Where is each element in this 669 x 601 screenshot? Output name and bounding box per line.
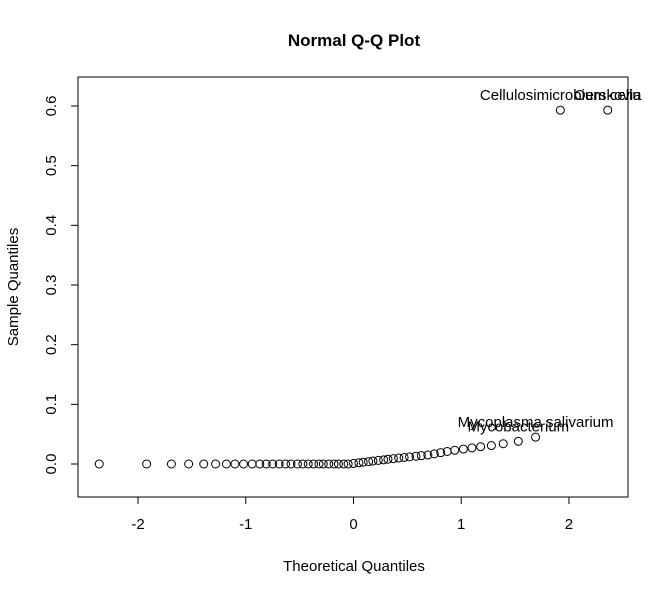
point: [239, 459, 249, 469]
point: [373, 455, 383, 465]
point-label: Cellulosimicrobium cellu: [480, 87, 641, 104]
point: [476, 442, 486, 452]
point: [255, 459, 265, 469]
point: [354, 458, 364, 468]
point: [314, 459, 324, 469]
point: [303, 459, 313, 469]
point: [184, 459, 194, 469]
point: [388, 454, 398, 464]
point: [324, 459, 334, 469]
point: [436, 448, 446, 458]
point: [458, 444, 468, 454]
point: [230, 459, 240, 469]
point-label: Mycoplasma salivarium: [458, 414, 614, 431]
point: [94, 459, 104, 469]
point: [399, 452, 409, 462]
point: [467, 443, 477, 453]
x-tick-label: 0: [349, 516, 357, 533]
point: [368, 456, 378, 466]
point: [364, 457, 374, 467]
y-tick-label: 0.0: [43, 454, 60, 475]
point: [383, 454, 393, 464]
point: [358, 457, 368, 467]
point: [416, 451, 426, 461]
x-axis-label: Theoretical Quantiles: [283, 558, 425, 575]
point: [292, 459, 302, 469]
point: [429, 449, 439, 459]
point-label: Oerskovia: [574, 87, 642, 104]
point: [333, 459, 343, 469]
point: [450, 445, 460, 455]
point: [318, 459, 328, 469]
point: [286, 459, 296, 469]
point: [405, 452, 415, 462]
point: [281, 459, 291, 469]
x-tick-label: -2: [131, 516, 144, 533]
point: [603, 105, 613, 115]
point: [142, 459, 152, 469]
point: [513, 436, 523, 446]
y-tick-label: 0.3: [43, 275, 60, 296]
point: [498, 439, 508, 449]
point: [486, 441, 496, 451]
x-tick-label: 1: [457, 516, 465, 533]
chart-title: Normal Q-Q Plot: [288, 31, 421, 50]
point: [199, 459, 209, 469]
point: [261, 459, 271, 469]
point: [379, 455, 389, 465]
point: [394, 453, 404, 463]
y-tick-label: 0.4: [43, 215, 60, 236]
point: [339, 459, 349, 469]
y-tick-label: 0.6: [43, 96, 60, 117]
point: [221, 459, 231, 469]
point-label: Mycobacterium: [467, 418, 569, 435]
point: [268, 459, 278, 469]
point: [423, 450, 433, 460]
y-tick-label: 0.5: [43, 155, 60, 176]
point: [274, 459, 284, 469]
point: [247, 459, 257, 469]
x-tick-label: 2: [565, 516, 573, 533]
y-tick-label: 0.2: [43, 334, 60, 355]
point: [166, 459, 176, 469]
x-tick-label: -1: [239, 516, 252, 533]
point: [298, 459, 308, 469]
point: [531, 432, 541, 442]
point: [309, 459, 319, 469]
point: [411, 451, 421, 461]
point: [343, 459, 353, 469]
point: [211, 459, 221, 469]
y-tick-label: 0.1: [43, 394, 60, 415]
y-axis-label: Sample Quantiles: [5, 228, 22, 346]
point: [348, 458, 358, 468]
point: [555, 105, 565, 115]
point: [329, 459, 339, 469]
